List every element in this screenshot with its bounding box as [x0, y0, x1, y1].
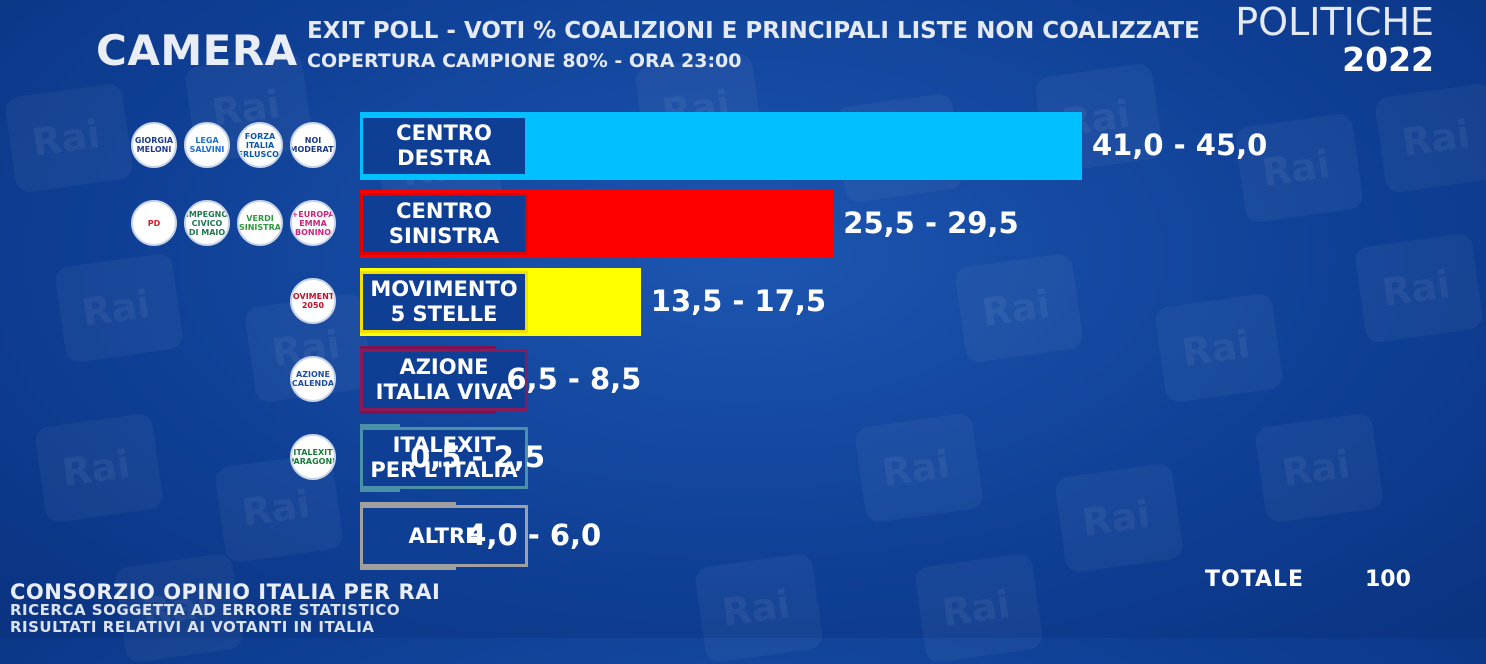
bar-value-range: 4,0 - 6,0	[466, 518, 602, 552]
rai-watermark-text: Rai	[1399, 111, 1473, 165]
total-value: 100	[1365, 567, 1411, 592]
party-logo: FORZA ITALIA BERLUSCONI	[237, 122, 283, 168]
rai-watermark-text: Rai	[1279, 441, 1353, 495]
poll-source: CONSORZIO OPINIO ITALIA PER RAI	[10, 580, 441, 604]
bar-label-text: AZIONE ITALIA VIVA	[376, 355, 513, 405]
total-label: TOTALE	[1205, 567, 1305, 592]
party-logo: VERDI SINISTRA	[237, 200, 283, 246]
rai-watermark-text: Rai	[939, 581, 1013, 635]
party-logo: PD	[131, 200, 177, 246]
bar-value-range: 13,5 - 17,5	[650, 284, 827, 318]
rai-watermark-tile: Rai	[1373, 82, 1486, 194]
chamber-title: CAMERA	[96, 26, 298, 75]
bar-value-range: 25,5 - 29,5	[843, 206, 1019, 240]
party-logo: +EUROPA EMMA BONINO	[290, 200, 336, 246]
bar-label-text: ALTRE	[409, 524, 480, 549]
bar-label-line2: DESTRA	[397, 146, 491, 170]
bar-label-line2: 5 STELLE	[390, 302, 498, 326]
rai-watermark-tile: Rai	[693, 552, 825, 664]
bar-label-text: CENTRO SINISTRA	[389, 199, 499, 249]
bar-value-range: 6,5 - 8,5	[506, 362, 642, 396]
bar-value-range: 41,0 - 45,0	[1092, 128, 1268, 162]
bar-label: CENTRO DESTRA	[360, 115, 528, 177]
party-logo: LEGA SALVINI	[184, 122, 230, 168]
rai-watermark-text: Rai	[1179, 321, 1253, 375]
bar-label-line1: CENTRO	[396, 121, 492, 145]
bar-label: AZIONE ITALIA VIVA	[360, 349, 528, 411]
rai-watermark-text: Rai	[1379, 261, 1453, 315]
party-logo: AZIONE CALENDA	[290, 356, 336, 402]
rai-watermark-tile: Rai	[1253, 412, 1385, 524]
chart-subtitle: COPERTURA CAMPIONE 80% - ORA 23:00	[307, 50, 742, 72]
rai-watermark-tile: Rai	[53, 252, 185, 364]
rai-watermark-tile: Rai	[33, 412, 165, 524]
bar-label-text: ITALEXIT PER L'ITALIA	[370, 433, 517, 483]
party-logo: GIORGIA MELONI	[131, 122, 177, 168]
bar-label-line1: AZIONE	[399, 355, 489, 379]
rai-watermark-text: Rai	[1259, 141, 1333, 195]
party-logo: IMPEGNO CIVICO DI MAIO	[184, 200, 230, 246]
rai-watermark-tile: Rai	[953, 252, 1085, 364]
rai-watermark-text: Rai	[29, 111, 103, 165]
bar-label: ITALEXIT PER L'ITALIA	[360, 427, 528, 489]
bar-label: MOVIMENTO 5 STELLE	[360, 271, 528, 333]
bar-label-text: MOVIMENTO 5 STELLE	[370, 277, 517, 327]
bar-label-line1: ALTRE	[408, 523, 480, 548]
rai-watermark-text: Rai	[79, 281, 153, 335]
bar-label-line2: PER L'ITALIA	[370, 458, 518, 482]
bar-value-range: 0,5 - 2,5	[410, 440, 546, 474]
poll-note-error: RICERCA SOGGETTA AD ERRORE STATISTICO	[10, 601, 401, 619]
election-name: POLITICHE	[1235, 0, 1434, 44]
bar-label: ALTRE	[360, 505, 528, 567]
bar-label-line1: ITALEXIT	[392, 433, 496, 457]
rai-watermark-text: Rai	[59, 441, 133, 495]
bar-label-text: CENTRO DESTRA	[396, 121, 492, 171]
bar-label-line1: MOVIMENTO	[370, 277, 518, 301]
rai-watermark-tile: Rai	[853, 412, 985, 524]
rai-watermark-text: Rai	[239, 481, 313, 535]
rai-watermark-tile: Rai	[1053, 462, 1185, 574]
party-logo: ITALEXIT PARAGONE	[290, 434, 336, 480]
bar-label: CENTRO SINISTRA	[360, 193, 528, 255]
bar-label-line2: ITALIA VIVA	[375, 380, 513, 404]
bar-label-line1: CENTRO	[396, 199, 492, 223]
rai-watermark-tile: Rai	[3, 82, 135, 194]
rai-watermark-text: Rai	[979, 281, 1053, 335]
rai-watermark-tile: Rai	[913, 552, 1045, 664]
chart-title: EXIT POLL - VOTI % COALIZIONI E PRINCIPA…	[307, 18, 1200, 44]
election-year: 2022	[1342, 40, 1434, 79]
rai-watermark-text: Rai	[719, 581, 793, 635]
rai-watermark-tile: Rai	[1153, 292, 1285, 404]
party-logo: NOI MODERATI	[290, 122, 336, 168]
rai-watermark-tile: Rai	[1353, 232, 1485, 344]
poll-note-voters: RISULTATI RELATIVI AI VOTANTI IN ITALIA	[10, 618, 375, 636]
bar-label-line2: SINISTRA	[388, 224, 500, 248]
rai-watermark-text: Rai	[1079, 491, 1153, 545]
rai-watermark-text: Rai	[879, 441, 953, 495]
party-logo: MOVIMENTO 2050	[290, 278, 336, 324]
